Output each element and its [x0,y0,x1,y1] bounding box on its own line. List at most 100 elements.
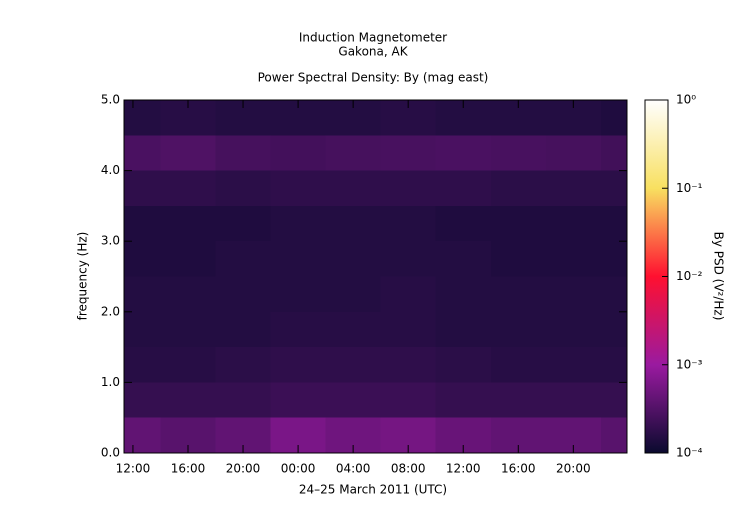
y-tick-label: 5.0 [101,93,120,107]
heat-cell [545,311,601,348]
heatmap [124,100,627,453]
heat-cell [490,205,546,242]
heat-cell [600,417,627,453]
heat-cell [490,135,546,171]
heat-cell [600,382,627,418]
heat-cell [600,170,627,206]
y-axis-label: frequency (Hz) [76,232,90,321]
y-tick-label: 1.0 [101,375,120,389]
heat-cell [435,382,491,418]
heat-cell [325,170,381,206]
heat-cell [325,276,381,312]
heat-cell [215,311,271,348]
heat-cell [380,276,436,312]
heat-cell [124,135,161,171]
heat-cell [435,311,491,348]
heat-cell [435,205,491,242]
heat-cell [124,347,161,383]
heat-cell [435,241,491,277]
heat-cell [270,170,326,206]
heat-cell [600,100,627,136]
chart-title: Induction Magnetometer [299,31,447,45]
heat-cell [160,170,216,206]
heat-cell [380,347,436,383]
heat-cell [124,276,161,312]
heat-cell [600,276,627,312]
heat-cell [600,205,627,242]
heat-cell [545,276,601,312]
x-tick-label: 12:00 [116,462,151,476]
heat-cell [490,170,546,206]
heat-cell [160,382,216,418]
x-tick-label: 20:00 [556,462,591,476]
heat-cell [124,100,161,136]
heat-cell [124,417,161,453]
heat-cell [325,347,381,383]
heat-cell [600,311,627,348]
y-tick-label: 0.0 [101,446,120,460]
heat-cell [270,382,326,418]
x-tick-label: 04:00 [336,462,371,476]
y-tick-label: 2.0 [101,304,120,318]
heat-cell [380,382,436,418]
x-tick-label: 20:00 [226,462,261,476]
heat-cell [380,170,436,206]
heat-cell [215,170,271,206]
heat-cell [490,241,546,277]
heat-cell [490,347,546,383]
heat-cell [160,311,216,348]
heat-cell [270,347,326,383]
heat-cell [545,382,601,418]
heat-cell [600,241,627,277]
heat-cell [124,241,161,277]
colorbar-tick-label: 10⁻⁴ [676,446,703,460]
y-tick-label: 3.0 [101,234,120,248]
heat-cell [325,311,381,348]
chart-subtitle: Power Spectral Density: By (mag east) [258,71,489,85]
heat-cell [215,135,271,171]
heat-cell [270,205,326,242]
heat-cell [380,205,436,242]
heat-cell [325,205,381,242]
heat-cell [160,135,216,171]
x-tick-label: 08:00 [391,462,426,476]
heat-cell [124,205,161,242]
x-tick-label: 12:00 [446,462,481,476]
x-tick-label: 16:00 [171,462,206,476]
heat-cell [545,241,601,277]
heat-cell [490,276,546,312]
x-tick-label: 16:00 [501,462,536,476]
colorbar-label: By PSD (V²/Hz) [712,232,726,321]
station-name: Gakona, AK [338,45,408,59]
heat-cell [215,347,271,383]
colorbar-tick-label: 10⁰ [676,93,696,107]
heat-cell [325,241,381,277]
heat-cell [124,311,161,348]
plot-frame [123,99,628,454]
heat-cell [160,241,216,277]
heat-cell [325,382,381,418]
heat-cell [215,382,271,418]
heat-cell [160,276,216,312]
heat-cell [490,382,546,418]
heat-cell [600,135,627,171]
colorbar-tick-label: 10⁻² [676,269,703,283]
heat-cell [435,170,491,206]
heat-cell [215,276,271,312]
heat-cell [124,382,161,418]
x-axis-label: 24–25 March 2011 (UTC) [299,483,447,497]
heat-cell [270,276,326,312]
heat-cell [545,170,601,206]
heat-cell [435,347,491,383]
heat-cell [215,241,271,277]
heat-cell [270,241,326,277]
heat-cell [160,205,216,242]
heat-cell [325,135,381,171]
colorbar-tick-label: 10⁻¹ [676,181,703,195]
y-tick-label: 4.0 [101,163,120,177]
heat-cell [270,311,326,348]
heat-cell [545,205,601,242]
x-tick-label: 00:00 [281,462,316,476]
heat-cell [435,135,491,171]
